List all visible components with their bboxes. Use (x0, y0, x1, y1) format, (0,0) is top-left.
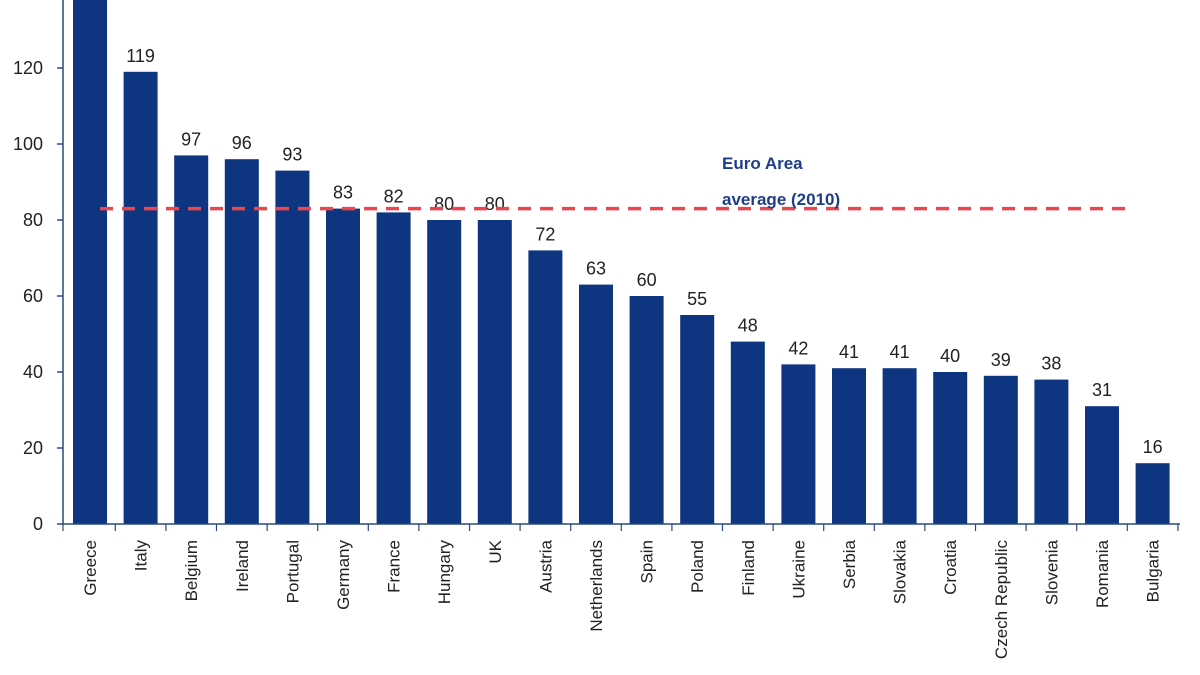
data-label: 48 (738, 316, 758, 336)
bar-belgium (174, 155, 209, 524)
data-label: 93 (282, 145, 302, 165)
x-tick-label: UK (486, 539, 505, 563)
x-tick-label: Greece (81, 540, 100, 596)
data-label: 42 (788, 338, 808, 358)
x-tick-label: Bulgaria (1144, 539, 1163, 602)
bar-netherlands (579, 284, 613, 524)
bar-slovenia (1034, 379, 1069, 524)
data-label: 38 (1041, 354, 1061, 374)
data-label: 83 (333, 183, 353, 203)
bar-bulgaria (1135, 463, 1170, 524)
x-tick-label: Belgium (182, 540, 201, 601)
bar-greece (73, 0, 107, 525)
data-label: 16 (1143, 437, 1163, 457)
data-label: 41 (839, 342, 859, 362)
data-label: 39 (991, 350, 1011, 370)
y-tick-label: 0 (33, 514, 43, 534)
x-tick-label: Poland (688, 540, 707, 593)
x-tick-label: Ireland (233, 540, 252, 592)
data-label: 41 (890, 342, 910, 362)
bar-czech-republic (983, 375, 1018, 524)
reference-label-line2: average (2010) (722, 190, 840, 209)
bar-poland (680, 315, 715, 524)
bar-serbia (832, 368, 866, 524)
bar-spain (629, 296, 664, 524)
x-tick-label: Romania (1093, 539, 1112, 608)
data-label: 80 (485, 194, 505, 214)
data-label: 31 (1092, 380, 1112, 400)
y-tick-label: 60 (23, 286, 43, 306)
x-tick-label: Portugal (283, 540, 302, 603)
bar-slovakia (882, 368, 917, 524)
x-tick-label: Hungary (435, 540, 454, 605)
x-tick-label: Netherlands (587, 540, 606, 632)
x-tick-label: Ukraine (789, 540, 808, 599)
bar-uk (477, 220, 512, 524)
data-label: 96 (232, 133, 252, 153)
data-label: 40 (940, 346, 960, 366)
bar-ukraine (781, 364, 816, 524)
x-tick-label: Austria (536, 539, 555, 592)
x-tick-label: Slovenia (1042, 539, 1061, 605)
bar-hungary (427, 220, 462, 524)
y-axis: 0 20 40 60 80 100 120 (13, 0, 64, 534)
y-tick-label: 120 (13, 58, 43, 78)
data-label: 97 (181, 129, 201, 149)
data-label: 80 (434, 194, 454, 214)
bar-italy (123, 71, 158, 525)
y-tick-label: 100 (13, 134, 43, 154)
reference-label-line1: Euro Area (722, 154, 803, 173)
bar-germany (326, 208, 360, 524)
bar-romania (1085, 406, 1119, 524)
data-label: 55 (687, 289, 707, 309)
data-label: 60 (637, 270, 657, 290)
y-tick-label: 40 (23, 362, 43, 382)
data-label: 63 (586, 259, 606, 279)
x-tick-label: France (385, 540, 404, 593)
bar-croatia (933, 372, 968, 524)
data-label: 72 (535, 224, 555, 244)
bar-france (376, 212, 411, 524)
x-tick-label: Croatia (941, 539, 960, 594)
data-label: 119 (126, 46, 155, 66)
x-tick-label: Slovakia (891, 539, 910, 604)
bar-ireland (224, 159, 259, 524)
y-tick-label: 20 (23, 438, 43, 458)
x-tick-label: Italy (132, 540, 151, 572)
x-tick-label: Serbia (840, 539, 859, 589)
data-label: 82 (384, 186, 404, 206)
bar-portugal (275, 170, 310, 524)
x-tick-label: Germany (334, 540, 353, 610)
y-tick-label: 80 (23, 210, 43, 230)
x-axis: Greece Italy Belgium Ireland Portugal Germany… (62, 523, 1180, 660)
bar-austria (528, 250, 563, 524)
x-tick-label: Spain (638, 540, 657, 583)
data-labels: 1431199796938382808072636055484241414039… (126, 46, 1163, 457)
x-tick-label: Czech Republic (992, 540, 1011, 660)
bar-finland (730, 341, 765, 524)
bars (73, 0, 1170, 525)
x-tick-label: Finland (739, 540, 758, 596)
